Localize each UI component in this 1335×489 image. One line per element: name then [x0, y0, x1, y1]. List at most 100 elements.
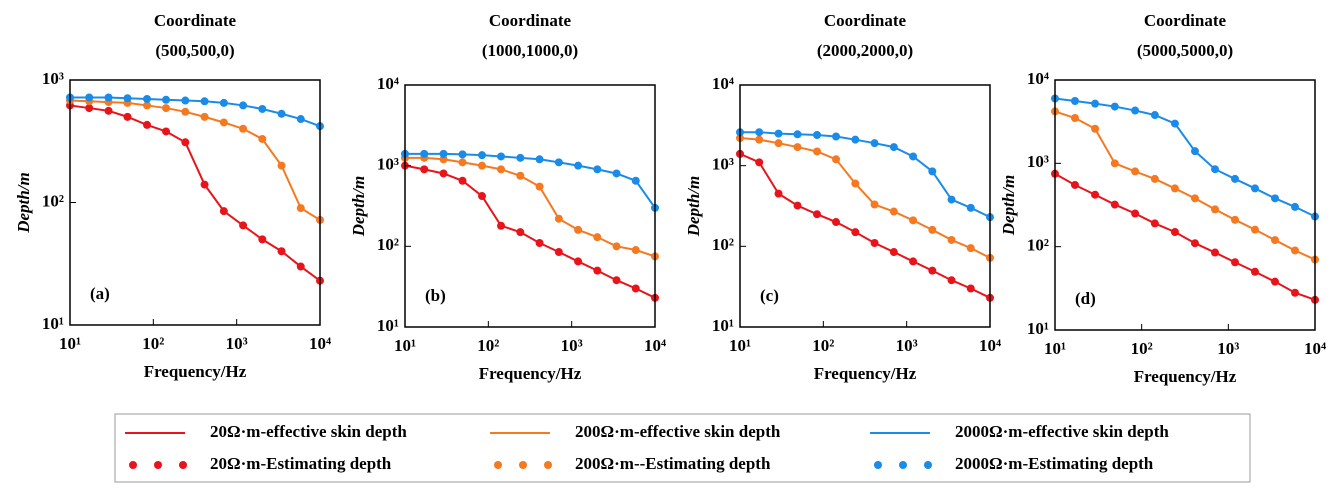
data-point [200, 180, 209, 189]
x-tick-label: 10³ [561, 336, 583, 355]
data-point [631, 176, 640, 185]
y-tick-label: 10² [42, 191, 64, 210]
data-point [277, 247, 286, 256]
data-point [1150, 111, 1159, 120]
data-point [554, 214, 563, 223]
data-point [966, 203, 975, 212]
x-tick-label: 10² [812, 336, 834, 355]
data-point [104, 106, 113, 115]
data-point [851, 179, 860, 188]
panel-label: (d) [1075, 289, 1096, 308]
data-point [1131, 167, 1140, 176]
data-point [516, 228, 525, 237]
chart-title: Coordinate [824, 11, 907, 30]
y-tick-label: 10⁴ [712, 74, 734, 93]
data-point [947, 195, 956, 204]
x-axis-label: Frequency/Hz [1134, 367, 1237, 386]
legend-swatch [874, 461, 882, 469]
data-point [574, 161, 583, 170]
panel-label: (c) [760, 286, 779, 305]
chart-subtitle: (1000,1000,0) [482, 41, 578, 60]
chart-subtitle: (5000,5000,0) [1137, 41, 1233, 60]
data-point [755, 135, 764, 144]
data-point [1091, 99, 1100, 108]
data-point [85, 93, 94, 102]
data-point [574, 257, 583, 266]
y-axis-label: Depth/m [349, 176, 368, 237]
data-point [1211, 205, 1220, 214]
legend-swatch [899, 461, 907, 469]
data-point [1290, 288, 1299, 297]
x-tick-label: 10² [142, 334, 164, 353]
data-point [593, 165, 602, 174]
x-tick-label: 10¹ [729, 336, 751, 355]
data-point [420, 149, 429, 158]
data-point [774, 189, 783, 198]
data-point [966, 244, 975, 253]
data-point [928, 167, 937, 176]
panel-label: (a) [90, 284, 110, 303]
data-point [1251, 267, 1260, 276]
plot-frame [739, 84, 991, 328]
data-point [851, 135, 860, 144]
data-point [1290, 246, 1299, 255]
data-point [1091, 190, 1100, 199]
data-point [813, 210, 822, 219]
chart-subtitle: (500,500,0) [155, 41, 234, 60]
data-point [631, 246, 640, 255]
data-point [889, 143, 898, 152]
legend-swatch [179, 461, 187, 469]
data-point [143, 120, 152, 129]
data-point [143, 94, 152, 103]
data-point [258, 235, 267, 244]
data-point [574, 225, 583, 234]
x-tick-label: 10⁴ [1304, 339, 1326, 358]
data-point [123, 112, 132, 121]
data-point [1211, 248, 1220, 257]
data-point [439, 169, 448, 178]
data-point [947, 276, 956, 285]
data-point [162, 127, 171, 136]
y-tick-label: 10³ [712, 155, 734, 174]
data-point [870, 200, 879, 209]
data-point [593, 233, 602, 242]
x-tick-label: 10¹ [59, 334, 81, 353]
y-tick-label: 10² [712, 235, 734, 254]
y-tick-label: 10³ [1027, 152, 1049, 171]
data-point [928, 225, 937, 234]
data-point [1270, 194, 1279, 203]
legend-box [114, 413, 1251, 483]
y-tick-label: 10² [1027, 236, 1049, 255]
y-tick-label: 10¹ [42, 314, 64, 333]
data-point [793, 201, 802, 210]
legend-label: 200Ω·m-effective skin depth [575, 422, 781, 441]
x-axis-label: Frequency/Hz [479, 364, 582, 383]
data-point [458, 158, 467, 167]
data-point [612, 242, 621, 251]
data-point [1231, 215, 1240, 224]
data-point [870, 139, 879, 148]
legend-label: 200Ω·m--Estimating depth [575, 454, 771, 473]
y-tick-label: 10¹ [712, 316, 734, 335]
data-point [497, 221, 506, 230]
data-point [478, 151, 487, 160]
chart-title: Coordinate [154, 11, 237, 30]
legend-label: 20Ω·m-Estimating depth [210, 454, 392, 473]
data-point [420, 165, 429, 174]
data-point [631, 284, 640, 293]
chart-title: Coordinate [489, 11, 572, 30]
data-point [1190, 239, 1199, 248]
x-tick-label: 10² [1131, 339, 1153, 358]
data-point [219, 118, 228, 127]
plot-frame [404, 84, 656, 328]
data-point [1110, 102, 1119, 111]
data-point [774, 139, 783, 148]
y-tick-label: 10³ [42, 69, 64, 88]
data-point [889, 248, 898, 257]
data-point [1290, 202, 1299, 211]
data-point [774, 129, 783, 138]
data-point [200, 112, 209, 121]
data-point [1170, 184, 1179, 193]
x-tick-label: 10¹ [394, 336, 416, 355]
data-point [1131, 106, 1140, 115]
